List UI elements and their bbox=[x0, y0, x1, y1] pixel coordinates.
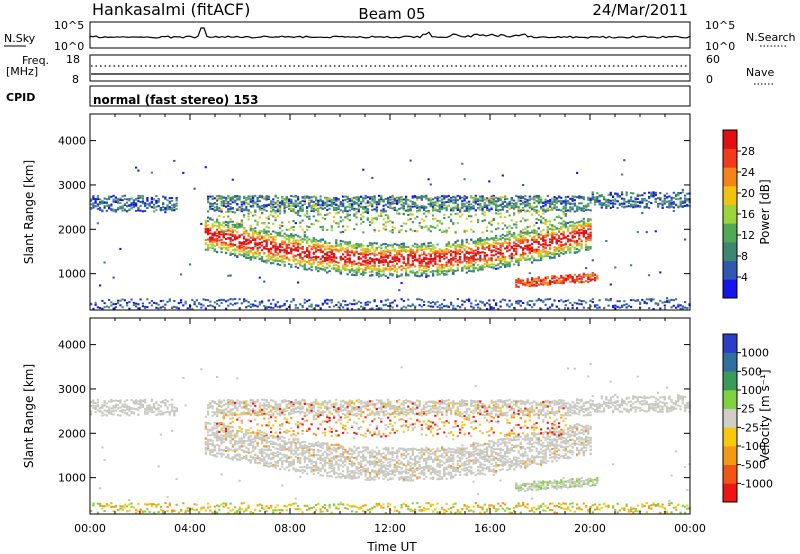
colorbar-tick-label: 8 bbox=[741, 250, 748, 263]
cpid-text: normal (fast stereo) 153 bbox=[93, 93, 259, 107]
colorbar-tick-label: -500 bbox=[741, 459, 766, 472]
noise-left-tick-top: 10^5 bbox=[54, 19, 84, 32]
noise-panel: N.Sky 10^5 10^0 10^5 10^0 N.Search bbox=[4, 19, 796, 53]
colorbar-swatch bbox=[723, 352, 737, 372]
y-tick-label: 1000 bbox=[58, 268, 86, 281]
colorbar-tick-label: -1000 bbox=[741, 477, 773, 490]
colorbar-swatch bbox=[723, 148, 737, 168]
velocity-y-axis: 1000 2000 3000 4000 bbox=[58, 339, 690, 485]
colorbar-swatch bbox=[723, 427, 737, 447]
colorbar-tick-label: -100 bbox=[741, 440, 766, 453]
freq-left-tick-top: 18 bbox=[66, 53, 80, 66]
colorbar-tick-label: 12 bbox=[741, 229, 755, 242]
power-x-axis bbox=[89, 114, 691, 310]
freq-panel: Freq. [MHz] 18 8 60 0 Nave bbox=[6, 53, 774, 86]
x-tick-label: 04:00 bbox=[174, 522, 206, 535]
freq-left-tick-bottom: 8 bbox=[72, 73, 79, 86]
velocity-heatmap bbox=[90, 362, 691, 514]
colorbar-swatch bbox=[723, 223, 737, 243]
colorbar-swatch bbox=[723, 371, 737, 391]
colorbar-tick-label: -25 bbox=[741, 421, 759, 434]
x-tick-label: 00:00 bbox=[74, 522, 106, 535]
noise-right-tick-top: 10^5 bbox=[705, 19, 735, 32]
colorbar-swatch bbox=[723, 204, 737, 224]
station-title: Hankasalmi (fitACF) bbox=[92, 0, 250, 19]
colorbar-swatch bbox=[723, 186, 737, 205]
y-tick-label: 4000 bbox=[58, 135, 86, 148]
velocity-panel: 1000 2000 3000 4000 00:00 04:00 08:00 12:00 16:… bbox=[22, 317, 773, 554]
colorbar-swatch bbox=[723, 390, 737, 409]
colorbar-swatch bbox=[723, 483, 737, 503]
y-tick-label: 2000 bbox=[58, 223, 86, 236]
x-tick-label: 00:00 bbox=[674, 522, 706, 535]
noise-left-tick-bottom: 10^0 bbox=[54, 40, 84, 53]
freq-label: Freq. bbox=[22, 54, 49, 67]
colorbar-swatch bbox=[723, 242, 737, 261]
noise-sky-label: N.Sky bbox=[4, 32, 36, 45]
y-tick-label: 3000 bbox=[58, 383, 86, 396]
y-tick-label: 1000 bbox=[58, 472, 86, 485]
colorbar-swatch bbox=[723, 260, 737, 280]
power-colorbar: 4 8 12 16 20 24 28 bbox=[722, 129, 755, 299]
nave-right-tick-bottom: 0 bbox=[706, 73, 713, 86]
x-tick-label: 12:00 bbox=[374, 522, 406, 535]
x-tick-label: 16:00 bbox=[474, 522, 506, 535]
power-ylabel: Slant Range [km] bbox=[22, 160, 36, 264]
colorbar-swatch bbox=[723, 167, 737, 187]
nave-right-tick-top: 60 bbox=[706, 53, 720, 66]
nave-label: Nave bbox=[746, 66, 774, 79]
colorbar-swatch bbox=[723, 464, 737, 484]
freq-unit-label: [MHz] bbox=[6, 65, 38, 78]
y-tick-label: 4000 bbox=[58, 339, 86, 352]
velocity-colorbar: 1000 500 100 25 -25 -100 -500 -1000 bbox=[722, 333, 773, 503]
colorbar-tick-label: 500 bbox=[741, 365, 762, 378]
noise-search-label: N.Search bbox=[746, 31, 796, 44]
velocity-colorbar-label: Velocity [m s⁻¹] bbox=[758, 369, 772, 462]
colorbar-tick-label: 4 bbox=[741, 271, 748, 284]
x-tick-label: 20:00 bbox=[574, 522, 606, 535]
colorbar-tick-label: 16 bbox=[741, 208, 755, 221]
cpid-label: CPID bbox=[6, 91, 35, 104]
y-tick-label: 2000 bbox=[58, 427, 86, 440]
colorbar-swatch bbox=[723, 334, 737, 353]
noise-right-tick-bottom: 10^0 bbox=[705, 40, 735, 53]
cpid-panel: CPID normal (fast stereo) 153 bbox=[6, 85, 691, 107]
x-tick-label: 08:00 bbox=[274, 522, 306, 535]
power-heatmap bbox=[90, 159, 691, 310]
velocity-ylabel: Slant Range [km] bbox=[22, 364, 36, 468]
power-panel: 1000 2000 3000 4000 Slant Range [km] 4 8 12 16… bbox=[22, 113, 772, 311]
colorbar-swatch bbox=[723, 130, 737, 149]
beam-title: Beam 05 bbox=[358, 5, 425, 23]
time-axis-label: Time UT bbox=[366, 540, 417, 554]
colorbar-swatch bbox=[723, 279, 737, 299]
noise-sky-trace bbox=[89, 27, 691, 39]
colorbar-swatch bbox=[723, 446, 737, 465]
colorbar-tick-label: 100 bbox=[741, 384, 762, 397]
power-colorbar-label: Power [dB] bbox=[758, 179, 772, 244]
colorbar-tick-label: 1000 bbox=[741, 347, 769, 360]
y-tick-label: 3000 bbox=[58, 179, 86, 192]
velocity-x-axis: 00:00 04:00 08:00 12:00 16:00 20:00 00:00 bbox=[74, 318, 706, 535]
colorbar-tick-label: 24 bbox=[741, 166, 755, 179]
colorbar-tick-label: 28 bbox=[741, 145, 755, 158]
power-y-axis: 1000 2000 3000 4000 bbox=[58, 135, 690, 281]
colorbar-tick-label: 20 bbox=[741, 187, 755, 200]
colorbar-tick-label: 25 bbox=[741, 403, 755, 416]
colorbar-swatch bbox=[723, 408, 737, 428]
date-title: 24/Mar/2011 bbox=[592, 1, 688, 19]
